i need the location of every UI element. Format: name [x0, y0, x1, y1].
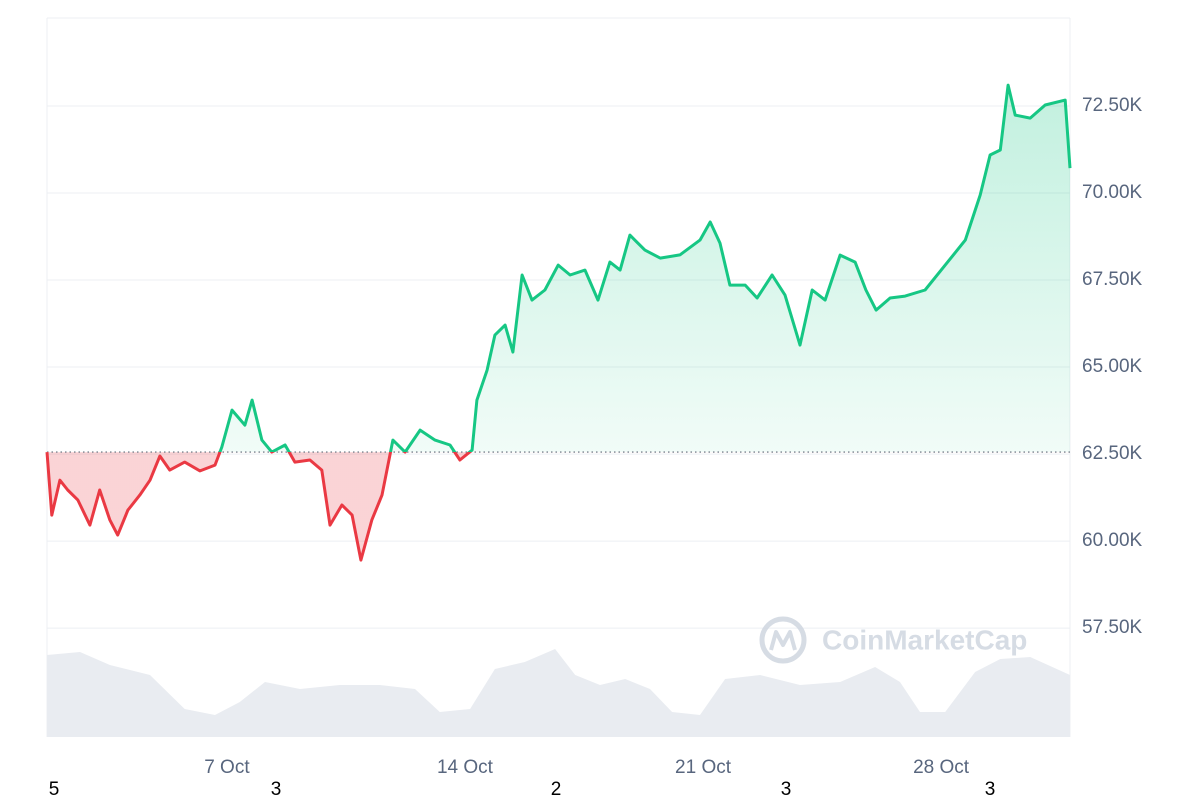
y-tick-label: 70.00K: [1082, 182, 1143, 203]
x-tick-label: 7 Oct: [204, 757, 250, 778]
volume-area: [47, 649, 1070, 737]
y-tick-label: 65.00K: [1082, 356, 1143, 377]
footer-label: 3: [985, 779, 996, 800]
x-tick-label: 14 Oct: [437, 757, 494, 778]
y-tick-label: 57.50K: [1082, 617, 1143, 638]
footer-label: 3: [781, 779, 792, 800]
watermark-text: CoinMarketCap: [822, 624, 1027, 655]
watermark: CoinMarketCap: [759, 616, 1027, 664]
footer-label: 5: [49, 779, 60, 800]
x-tick-label: 28 Oct: [913, 757, 970, 778]
footer-label: 3: [271, 779, 282, 800]
y-tick-label: 62.50K: [1082, 443, 1143, 464]
price-area: [47, 85, 1070, 561]
footer-label: 2: [551, 779, 562, 800]
x-tick-label: 21 Oct: [675, 757, 732, 778]
price-line: [45, 83, 1072, 562]
y-tick-label: 72.50K: [1082, 95, 1143, 116]
y-tick-label: 60.00K: [1082, 530, 1143, 551]
y-tick-label: 67.50K: [1082, 269, 1143, 290]
